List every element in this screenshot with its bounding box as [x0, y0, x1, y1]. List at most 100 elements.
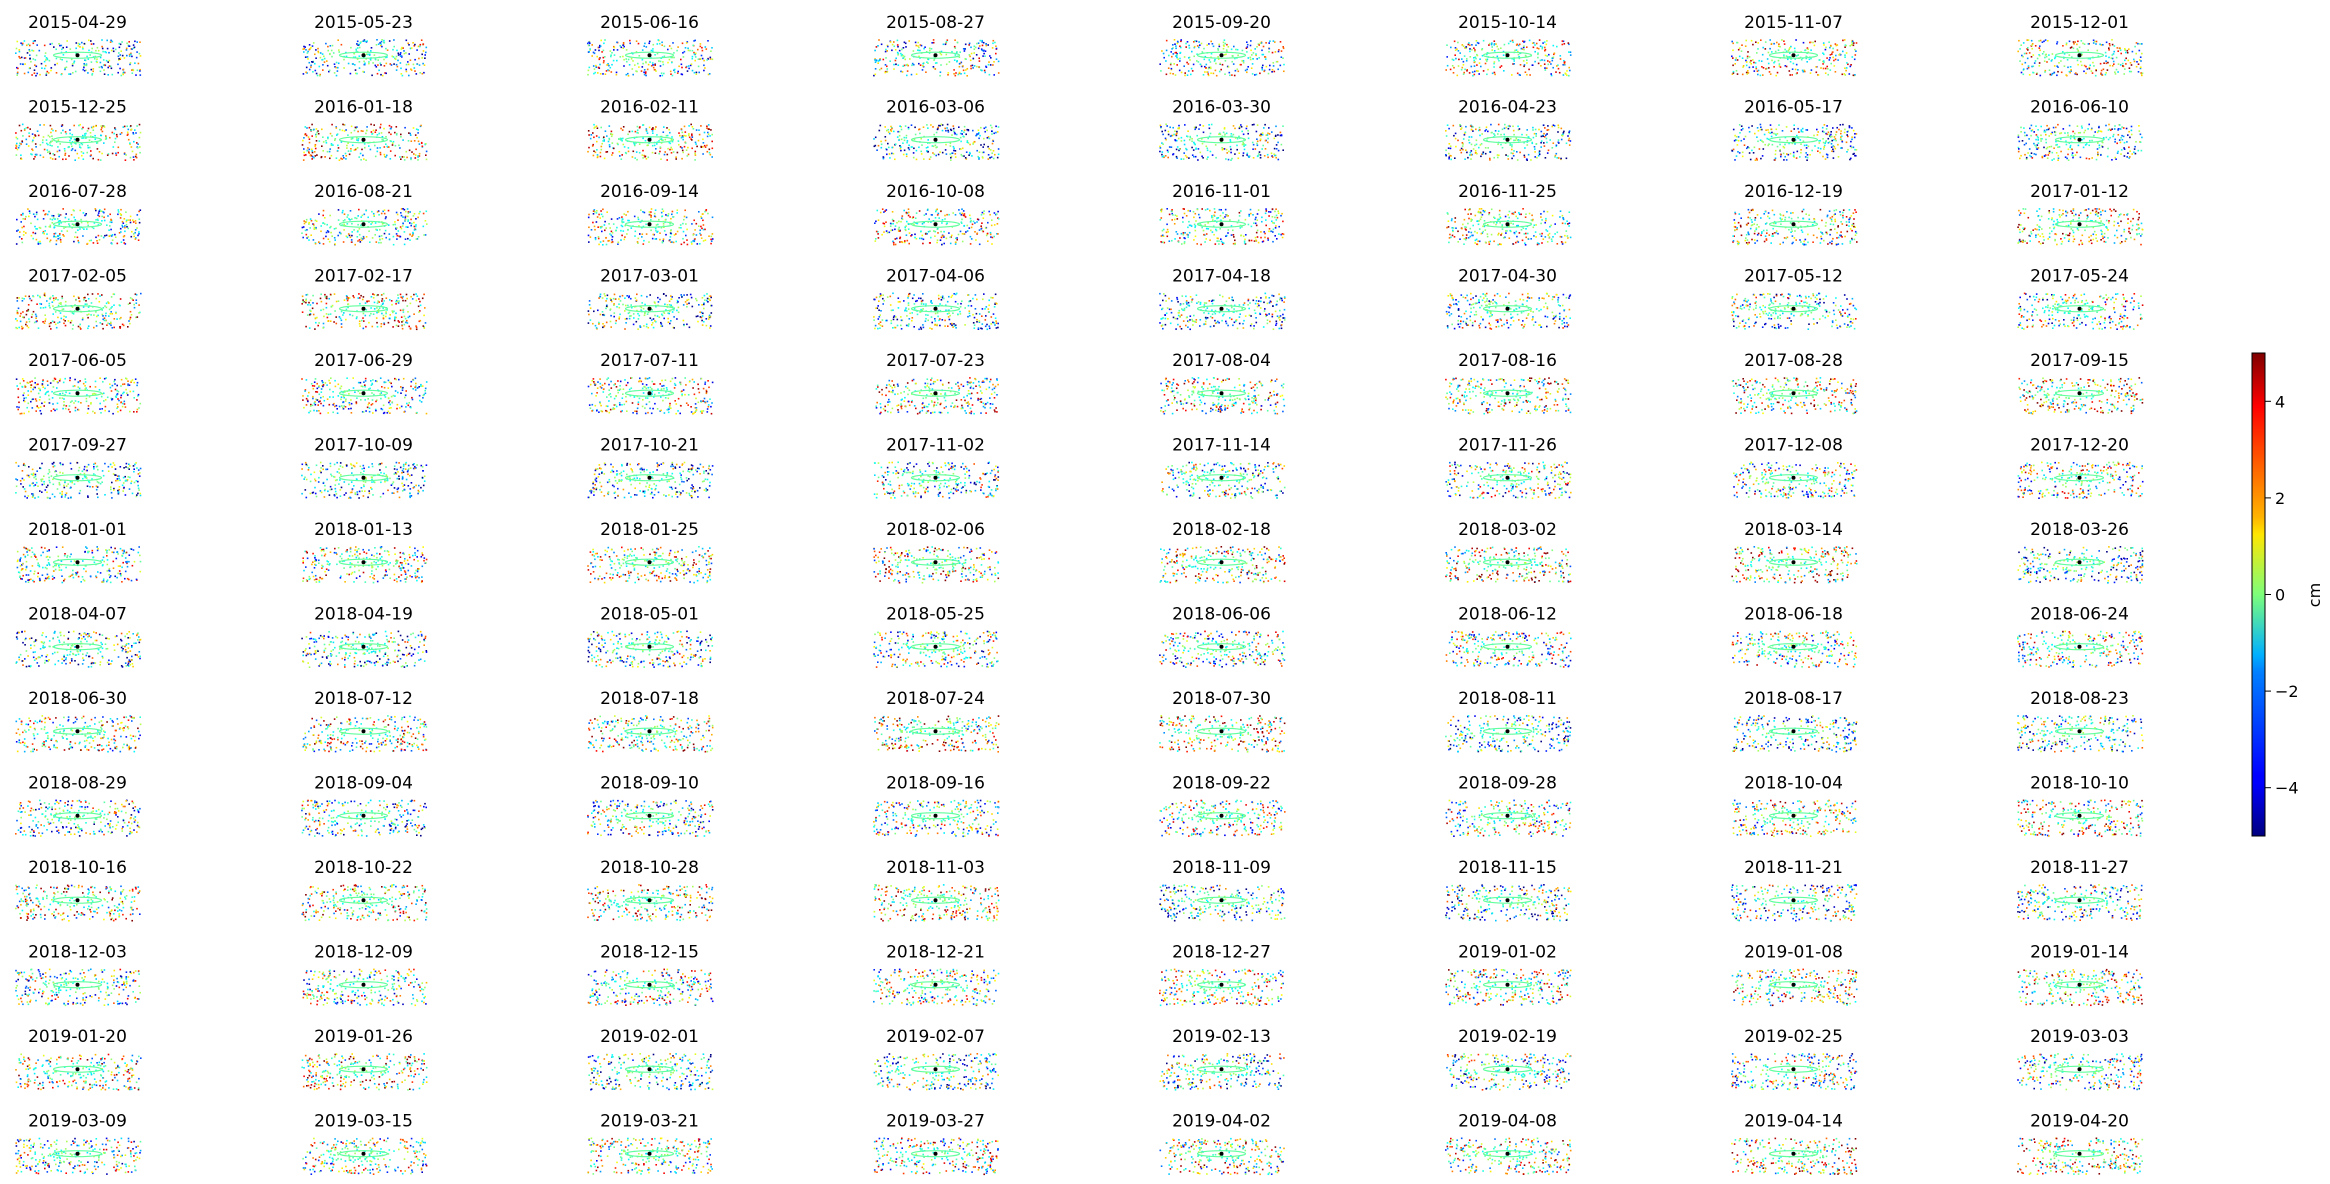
scatter-point [2067, 67, 2069, 69]
scatter-point [897, 54, 899, 56]
scatter-point [1818, 140, 1820, 142]
scatter-point [953, 128, 955, 130]
scatter-point [993, 133, 995, 135]
scatter-point [1222, 64, 1224, 66]
scatter-point [595, 152, 597, 154]
scatter-point [1823, 146, 1825, 148]
scatter-point [612, 232, 614, 234]
scatter-point [1460, 149, 1462, 151]
scatter-point [418, 213, 420, 215]
scatter-point [1837, 144, 1839, 146]
scatter-point [1189, 59, 1191, 61]
scatter-point [1236, 149, 1238, 151]
scatter-point [2087, 68, 2089, 70]
scatter-point [415, 226, 417, 228]
scatter-point [1746, 65, 1748, 67]
scatter-point [368, 230, 370, 232]
scatter-point [668, 213, 670, 215]
scatter-point [84, 135, 86, 137]
scatter-point [958, 126, 960, 128]
scatter-point [352, 145, 354, 147]
scatter-point [647, 69, 649, 71]
scatter-point [360, 42, 362, 44]
scatter-point [305, 49, 307, 51]
scatter-point [370, 223, 372, 225]
scatter-point [102, 51, 104, 53]
scatter-point [317, 51, 319, 53]
scatter-point [2036, 146, 2038, 148]
scatter-point [2141, 150, 2143, 152]
scatter-point [646, 131, 648, 133]
scatter-point [1231, 49, 1233, 51]
scatter-point [1230, 152, 1232, 154]
scatter-point [123, 72, 125, 74]
scatter-point [1761, 60, 1763, 62]
scatter-point [72, 134, 74, 136]
scatter-point [1495, 43, 1497, 45]
scatter-point [648, 64, 650, 66]
scatter-point [2035, 125, 2037, 127]
scatter-point [1264, 155, 1266, 157]
scatter-point [1262, 65, 1264, 67]
scatter-point [917, 49, 919, 51]
scatter-point [1179, 52, 1181, 54]
scatter-point [1281, 56, 1283, 58]
scatter-point [325, 43, 327, 45]
scatter-point [1512, 126, 1514, 128]
reference-point [934, 138, 938, 142]
scatter-point [1208, 75, 1210, 77]
scatter-point [1526, 74, 1528, 76]
scatter-point [953, 148, 955, 150]
scatter-point [408, 212, 410, 214]
scatter-point [95, 208, 97, 210]
scatter-point [710, 239, 712, 241]
scatter-point [341, 44, 343, 46]
scatter-point [1754, 133, 1756, 135]
scatter-point [1537, 57, 1539, 59]
scatter-point [1788, 50, 1790, 52]
scatter-point [1186, 62, 1188, 64]
scatter-point [1228, 46, 1230, 48]
scatter-point [1819, 152, 1821, 154]
scatter-point [60, 58, 62, 60]
scatter-point [1448, 128, 1450, 130]
scatter-point [1546, 142, 1548, 144]
scatter-point [420, 125, 422, 127]
scatter-point [619, 45, 621, 47]
scatter-point [642, 157, 644, 159]
scatter-point [2029, 128, 2031, 130]
scatter-point [978, 130, 980, 132]
scatter-point [1767, 58, 1769, 60]
scatter-point [636, 132, 638, 134]
scatter-point [2049, 146, 2051, 148]
scatter-point [1479, 58, 1481, 60]
scatter-point [1547, 60, 1549, 62]
scatter-point [1199, 124, 1201, 126]
panel-2015-05-23: 2015-05-23 [302, 13, 427, 77]
scatter-point [976, 66, 978, 68]
scatter-point [707, 132, 709, 134]
scatter-point [2082, 43, 2084, 45]
scatter-point [126, 126, 128, 128]
scatter-point [83, 212, 85, 214]
scatter-point [68, 219, 70, 221]
scatter-point [2093, 65, 2095, 67]
scatter-point [1560, 158, 1562, 160]
scatter-point [2023, 68, 2025, 70]
scatter-point [691, 139, 693, 141]
scatter-point [34, 69, 36, 71]
scatter-point [22, 214, 24, 216]
scatter-point [302, 144, 304, 146]
scatter-point [30, 153, 32, 155]
scatter-point [1742, 57, 1744, 59]
scatter-point [1771, 51, 1773, 53]
scatter-point [635, 231, 637, 233]
scatter-point [395, 58, 397, 60]
scatter-point [995, 53, 997, 55]
scatter-point [1540, 45, 1542, 47]
scatter-point [611, 235, 613, 237]
scatter-point [1801, 59, 1803, 61]
scatter-point [1844, 129, 1846, 131]
scatter-point [1207, 156, 1209, 158]
scatter-point [1257, 141, 1259, 143]
